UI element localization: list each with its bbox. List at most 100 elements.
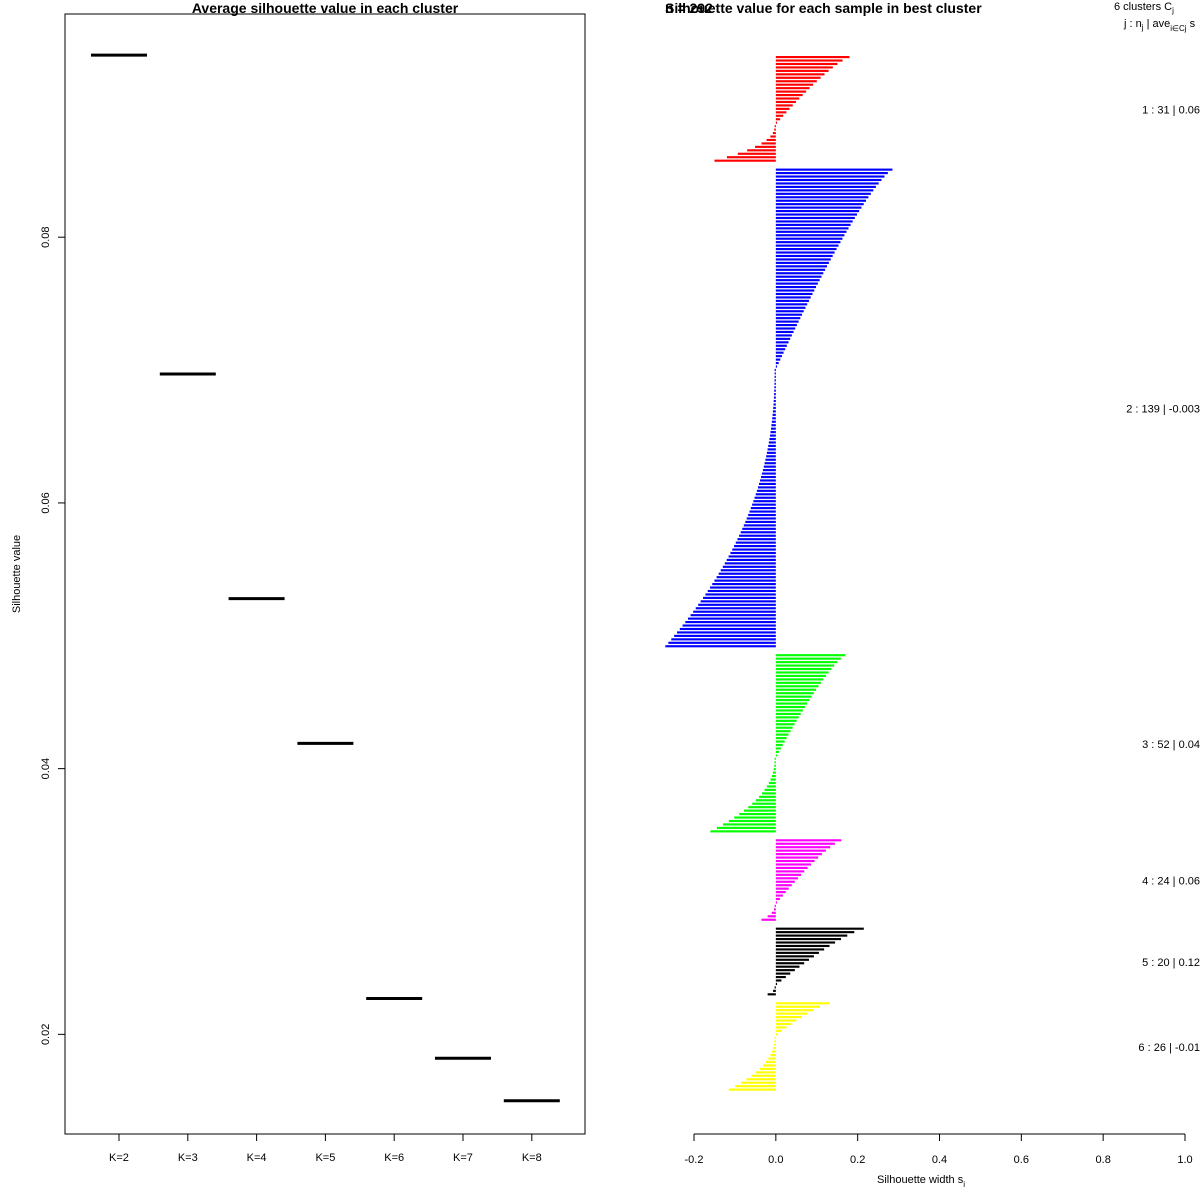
silhouette-bar: [745, 520, 776, 523]
silhouette-bar: [726, 156, 776, 159]
silhouette-bar: [739, 534, 776, 537]
silhouette-bar: [767, 915, 776, 918]
silhouette-bar: [772, 413, 776, 416]
silhouette-bar: [775, 730, 791, 733]
silhouette-bar: [775, 661, 838, 664]
silhouette-bar: [768, 781, 776, 785]
silhouette-bar: [765, 458, 776, 461]
silhouette-bar: [735, 541, 776, 544]
silhouette-bar: [775, 76, 821, 79]
silhouette-bar: [775, 842, 835, 845]
silhouette-bar: [775, 251, 835, 254]
silhouette-bar: [775, 227, 849, 230]
silhouette-bar: [775, 1026, 787, 1029]
silhouette-bar: [775, 306, 806, 309]
left-x-tick-label: K=8: [522, 1152, 542, 1164]
silhouette-bar: [763, 465, 776, 468]
right-x-axis-label: Silhouette width si: [877, 1174, 965, 1189]
silhouette-bar: [739, 813, 776, 816]
silhouette-bar: [775, 887, 789, 890]
silhouette-bar: [775, 1022, 792, 1026]
silhouette-bar: [763, 1064, 776, 1067]
right-x-tick-label: 0.6: [1014, 1154, 1029, 1166]
silhouette-bar: [714, 159, 776, 162]
silhouette-bar: [775, 681, 821, 684]
silhouette-bar: [775, 317, 801, 320]
silhouette-bar: [750, 507, 776, 510]
silhouette-bar: [755, 493, 776, 496]
silhouette-bar: [753, 500, 776, 503]
silhouette-bar: [775, 702, 808, 705]
silhouette-bar: [775, 699, 810, 702]
right-x-tick-label: 1.0: [1177, 1154, 1192, 1166]
silhouette-bar: [674, 634, 776, 637]
silhouette-bar: [754, 496, 776, 499]
silhouette-bar: [775, 671, 829, 674]
silhouette-bar: [734, 816, 776, 819]
silhouette-bar: [770, 431, 776, 434]
silhouette-bar: [773, 396, 776, 399]
right-x-tick-label: 0.2: [850, 1154, 865, 1166]
right-x-tick-label: -0.2: [685, 1154, 704, 1166]
silhouette-bar: [755, 145, 776, 148]
legend-header-nj: j : n: [1123, 18, 1142, 30]
silhouette-bar: [775, 941, 836, 944]
silhouette-bar: [687, 617, 776, 620]
silhouette-bar: [775, 934, 848, 937]
silhouette-bar: [775, 87, 810, 90]
silhouette-bar: [710, 586, 776, 589]
right-x-axis: -0.2 0.0 0.2 0.4 0.6 0.8 1.0: [685, 1133, 1193, 1166]
silhouette-bar: [775, 884, 792, 887]
silhouette-bar: [743, 809, 776, 812]
silhouette-bar: [746, 1078, 776, 1081]
silhouette-bar: [775, 743, 783, 747]
silhouette-bar: [775, 213, 857, 216]
silhouette-bar: [775, 93, 803, 97]
silhouette-bar: [767, 448, 776, 451]
silhouette-bar: [679, 627, 776, 631]
silhouette-bar: [775, 944, 830, 948]
silhouette-bar: [737, 152, 776, 155]
silhouette-bar: [755, 799, 776, 802]
silhouette-bar: [772, 771, 776, 774]
silhouette-bar: [766, 451, 776, 454]
silhouette-bar: [775, 275, 822, 278]
silhouette-bar: [775, 897, 780, 901]
silhouette-bar: [762, 469, 776, 472]
silhouette-bar: [775, 654, 846, 657]
silhouette-bar: [775, 210, 860, 213]
silhouette-bar: [769, 437, 776, 441]
left-x-tick-label: K=7: [453, 1152, 473, 1164]
silhouette-bar: [775, 118, 781, 121]
silhouette-bar: [775, 196, 869, 199]
silhouette-bar: [775, 951, 819, 954]
silhouette-bar: [775, 937, 841, 941]
silhouette-bar: [759, 482, 776, 486]
silhouette-bar: [742, 527, 776, 530]
silhouette-bar: [723, 823, 776, 826]
silhouette-bar: [775, 265, 828, 268]
silhouette-bar: [775, 975, 786, 979]
silhouette-bar: [775, 310, 804, 313]
silhouette-bar: [752, 503, 776, 506]
right-x-axis-label-main: Silhouette width s: [877, 1174, 964, 1186]
silhouette-bar: [665, 645, 776, 648]
silhouette-bar: [775, 1005, 820, 1008]
right-cluster-labels: 1 : 31 | 0.06 2 : 139 | -0.003 3 : 52 | 0.…: [1126, 105, 1200, 1055]
silhouette-bar: [775, 203, 864, 206]
silhouette-bar: [775, 948, 825, 951]
silhouette-bar: [775, 901, 778, 904]
silhouette-bar: [775, 100, 796, 104]
left-y-axis: 0.02 0.04 0.06 0.08: [40, 226, 66, 1045]
cluster-label: 1 : 31 | 0.06: [1142, 105, 1200, 117]
silhouette-bar: [775, 107, 790, 110]
silhouette-bar: [774, 1036, 776, 1039]
silhouette-bar: [775, 931, 855, 934]
silhouette-bar: [775, 90, 807, 93]
silhouette-bar: [735, 1085, 776, 1088]
silhouette-bar: [773, 768, 776, 771]
left-chart-title: Average silhouette value in each cluster: [192, 0, 459, 16]
left-x-tick-label: K=2: [109, 1152, 129, 1164]
silhouette-bar: [671, 638, 776, 641]
silhouette-bar: [775, 320, 799, 323]
